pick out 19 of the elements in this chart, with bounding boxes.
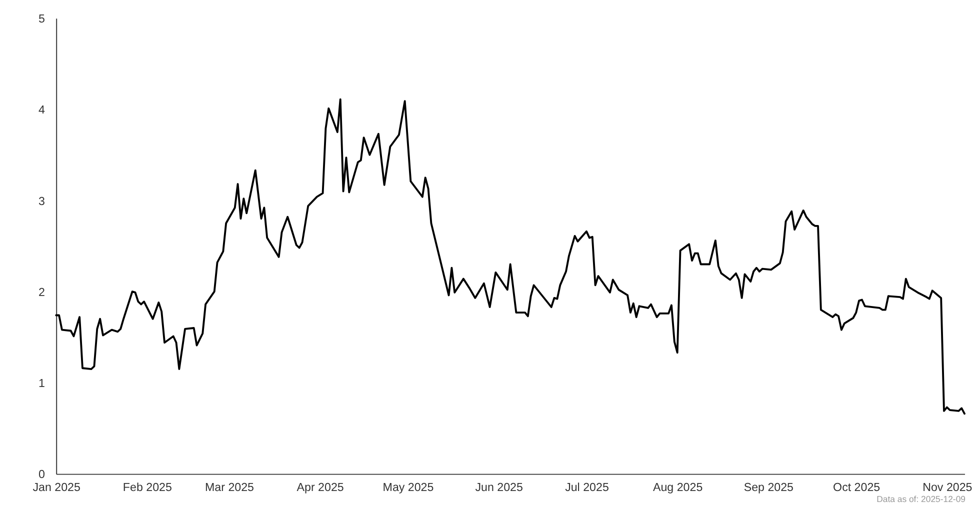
x-tick-label: Sep 2025 [744,480,794,494]
x-tick-label: Jun 2025 [475,480,523,494]
y-tick-label: 2 [38,286,45,299]
x-tick-label: Aug 2025 [653,480,703,494]
x-tick-label: Mar 2025 [204,480,254,494]
line-series [55,98,966,415]
x-tick-label: Jan 2025 [32,480,80,494]
x-tick-label: Apr 2025 [296,480,344,494]
text: Data as of: 2025-12-09 [876,494,966,504]
x-tick-label: Oct 2025 [833,480,880,494]
y-tick-label: 3 [38,194,45,208]
y-tick-label: 4 [38,104,46,117]
y-tick-label: 5 [38,12,45,26]
x-tick-label: Feb 2025 [122,480,172,494]
x-tick-label: Nov 2025 [922,480,972,494]
y-tick-label: 0 [38,468,45,482]
y-tick-label: 1 [38,377,45,390]
x-tick-label: Jul 2025 [565,480,609,494]
x-tick-label: May 2025 [382,480,434,494]
